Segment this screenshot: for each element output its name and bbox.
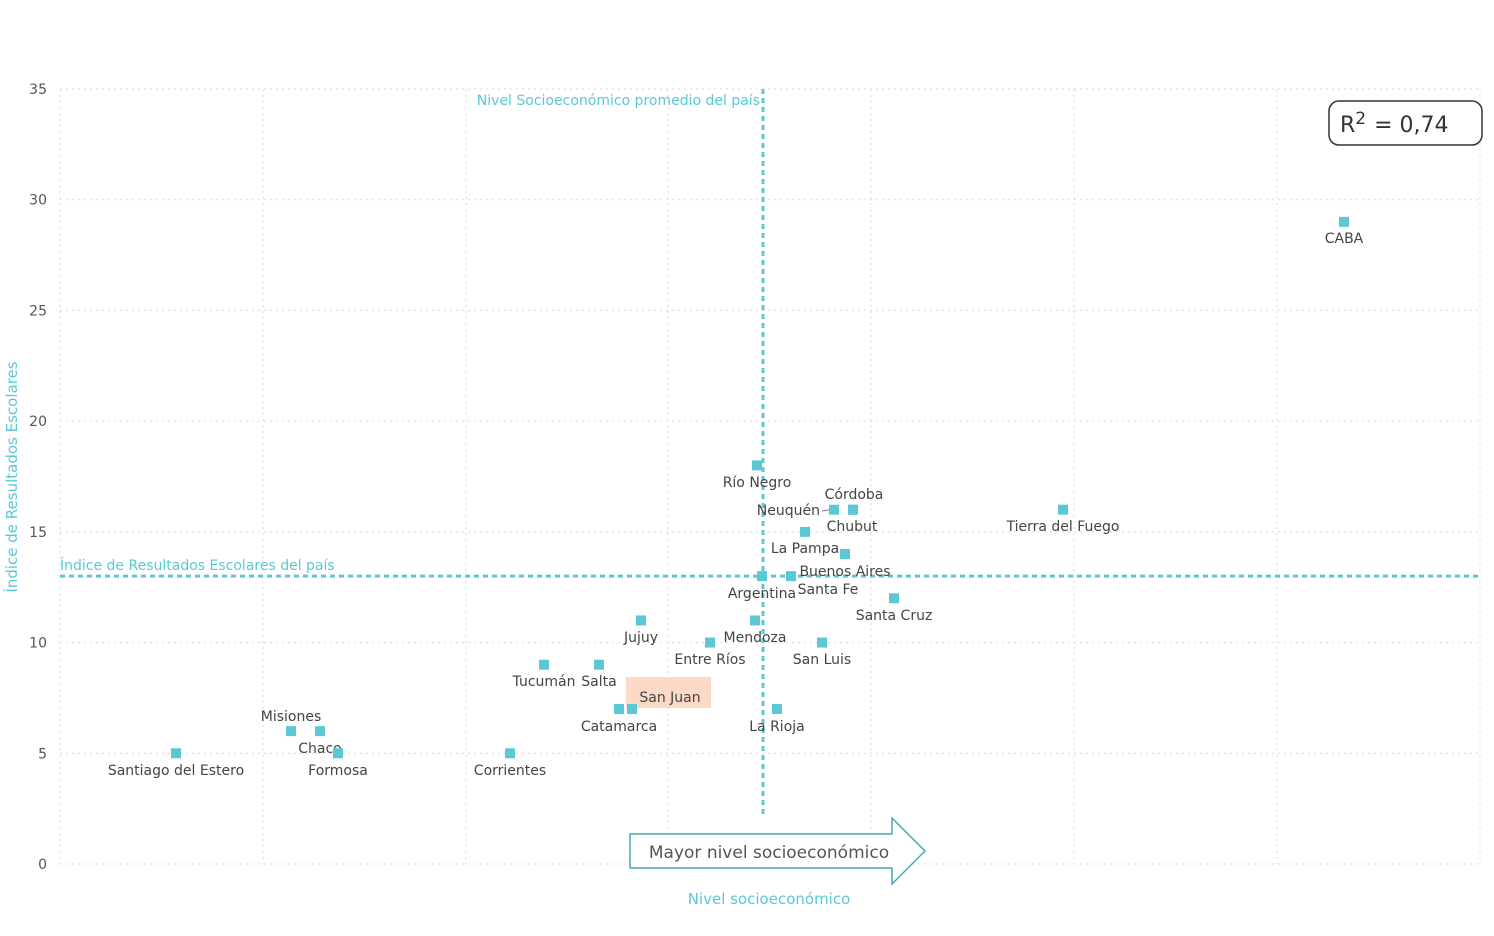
data-point xyxy=(705,637,715,648)
point-label: Mendoza xyxy=(724,630,787,646)
point-label: Chaco xyxy=(298,741,342,757)
label-leader xyxy=(821,509,831,512)
point-label: Santa Cruz xyxy=(856,608,933,624)
data-point xyxy=(757,571,767,582)
point-label: Jujuy xyxy=(623,630,658,646)
point-label: Buenos Aires xyxy=(799,564,890,580)
y-tick-label: 15 xyxy=(29,525,47,541)
arrow-annotation: Mayor nivel socioeconómico xyxy=(629,816,927,886)
data-point xyxy=(333,748,343,759)
point-label: San Juan xyxy=(639,690,700,706)
data-point xyxy=(505,748,515,759)
data-point xyxy=(786,571,796,582)
point-label: Tucumán xyxy=(512,674,576,690)
point-label: Chubut xyxy=(827,519,878,535)
point-label: Tierra del Fuego xyxy=(1006,519,1120,535)
data-point xyxy=(889,593,899,604)
data-point xyxy=(171,748,181,759)
arrow-label: Mayor nivel socioeconómico xyxy=(649,843,889,863)
highlight-box xyxy=(626,677,711,708)
point-label: San Luis xyxy=(793,652,851,668)
data-point xyxy=(750,615,760,626)
data-point xyxy=(829,504,839,515)
y-tick-label: 25 xyxy=(29,303,47,319)
r2-box: R2 = 0,74 xyxy=(1328,100,1483,146)
y-axis-title: Índice de Resultados Escolares xyxy=(2,361,21,592)
point-label: Corrientes xyxy=(474,763,546,779)
data-point xyxy=(636,615,646,626)
data-point xyxy=(800,526,810,537)
grid xyxy=(59,88,1481,865)
point-label: Santiago del Estero xyxy=(108,763,244,779)
data-point xyxy=(1058,504,1068,515)
r2-text: R2 = 0,74 xyxy=(1340,109,1449,138)
data-point xyxy=(627,704,637,714)
point-label: Río Negro xyxy=(723,475,792,491)
y-axis-ticks: 0 5 10 15 20 25 30 35 xyxy=(29,82,47,873)
data-point xyxy=(614,704,624,714)
r2-symbol: R xyxy=(1340,113,1355,138)
reference-lines: Nivel Socioeconómico promedio del país Í… xyxy=(60,89,1480,818)
point-label: CABA xyxy=(1325,231,1364,247)
point-label: Entre Ríos xyxy=(674,652,745,668)
data-point xyxy=(539,659,549,670)
data-point xyxy=(848,504,858,515)
horizontal-reference-label: Índice de Resultados Escolares del país xyxy=(60,557,335,574)
point-label: Misiones xyxy=(261,709,322,725)
data-point xyxy=(752,460,762,471)
y-tick-label: 20 xyxy=(29,414,47,430)
arrow-shape xyxy=(629,816,927,886)
y-tick-label: 10 xyxy=(29,636,47,652)
data-point xyxy=(817,637,827,648)
r2-value: = 0,74 xyxy=(1374,113,1448,138)
point-label: Argentina xyxy=(728,586,796,602)
data-point xyxy=(315,726,325,737)
r2-exponent: 2 xyxy=(1355,109,1366,129)
y-tick-label: 35 xyxy=(29,82,47,98)
point-label: Salta xyxy=(581,674,616,690)
point-label: Santa Fe xyxy=(798,582,859,598)
data-point xyxy=(1339,216,1349,227)
data-point xyxy=(594,659,604,670)
point-label: La Rioja xyxy=(749,719,804,735)
y-tick-label: 5 xyxy=(38,746,47,762)
y-tick-label: 0 xyxy=(38,857,47,873)
x-axis-title: Nivel socioeconómico xyxy=(688,890,851,908)
data-point xyxy=(286,726,296,737)
r2-frame xyxy=(1328,100,1483,146)
point-label: Córdoba xyxy=(825,487,884,503)
y-tick-label: 30 xyxy=(29,193,47,209)
data-point xyxy=(772,704,782,714)
vertical-reference-label: Nivel Socioeconómico promedio del país xyxy=(477,93,760,109)
point-label: Catamarca xyxy=(581,719,657,735)
point-label: La Pampa xyxy=(771,541,839,557)
data-points: Santiago del Estero Misiones Chaco Formosa C… xyxy=(108,216,1364,779)
point-label: Formosa xyxy=(308,763,368,779)
point-label: Neuquén xyxy=(757,503,820,519)
data-point xyxy=(840,549,850,559)
